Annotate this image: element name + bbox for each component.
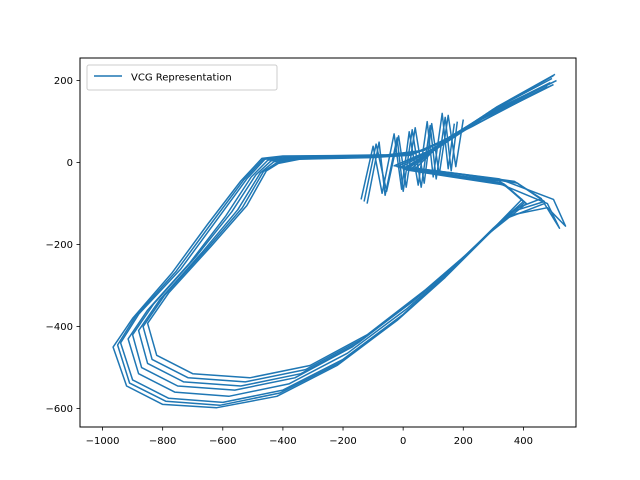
y-tick-label: −200 bbox=[46, 240, 73, 251]
legend-box bbox=[86, 64, 278, 91]
x-axis: −1000 −800 −600 −400 −200 0 200 400 bbox=[86, 427, 533, 447]
x-tick-label: 400 bbox=[514, 436, 533, 447]
legend-label: VCG Representation bbox=[131, 73, 232, 84]
x-tick-label: −1000 bbox=[86, 436, 120, 447]
x-tick-label: −800 bbox=[149, 436, 176, 447]
vcg-spike-trace-2 bbox=[363, 114, 465, 202]
vcg-spike-trace-1 bbox=[360, 112, 456, 200]
y-axis: −600 −400 −200 0 200 bbox=[46, 76, 80, 415]
x-tick-label: 0 bbox=[400, 436, 406, 447]
x-tick-label: −600 bbox=[209, 436, 236, 447]
y-tick-label: 200 bbox=[54, 76, 73, 87]
legend: VCG Representation bbox=[86, 64, 278, 91]
y-tick-label: −400 bbox=[46, 322, 73, 333]
vcg-loop-6 bbox=[146, 86, 548, 379]
y-tick-label: −600 bbox=[46, 404, 73, 415]
axes-frame bbox=[79, 57, 577, 428]
x-tick-label: −200 bbox=[329, 436, 356, 447]
x-tick-label: −400 bbox=[269, 436, 296, 447]
plot-area bbox=[112, 73, 567, 409]
y-tick-label: 0 bbox=[67, 158, 73, 169]
x-tick-label: 200 bbox=[454, 436, 473, 447]
